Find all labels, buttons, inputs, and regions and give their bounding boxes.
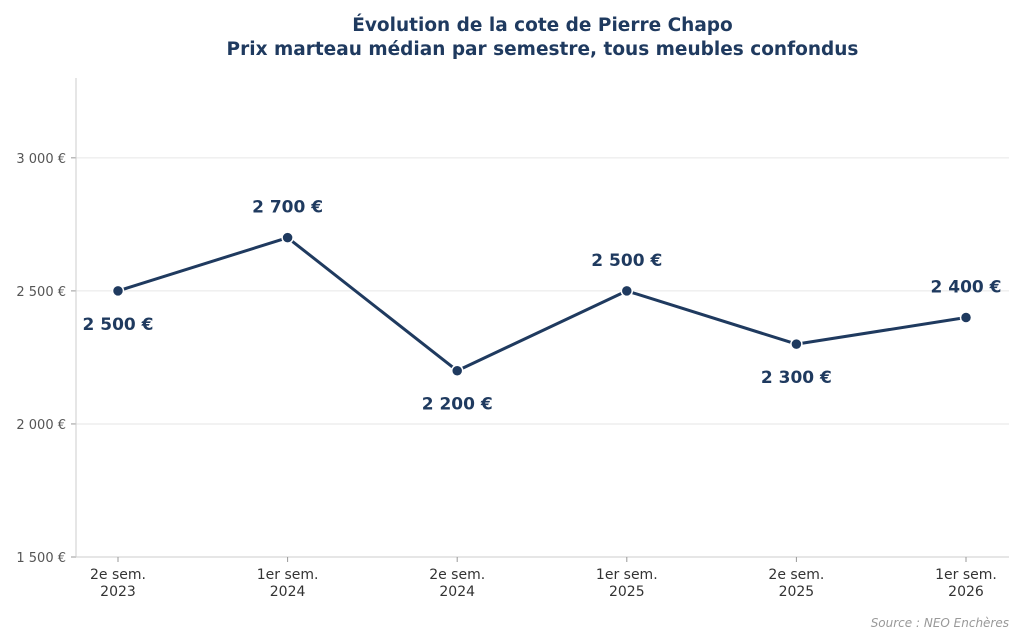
data-point (281, 231, 294, 244)
data-label: 2 300 € (761, 368, 832, 388)
y-tick-label: 2 500 € (16, 285, 66, 300)
data-point (450, 364, 464, 377)
chart-title: Évolution de la cote de Pierre Chapo (352, 15, 733, 36)
data-point (111, 284, 125, 298)
data-label: 2 700 € (252, 198, 323, 218)
data-label: 2 400 € (931, 278, 1002, 298)
data-label: 2 200 € (422, 395, 493, 415)
data-label: 2 500 € (591, 251, 662, 271)
x-tick-label: 2e sem. 2024 (429, 567, 485, 600)
data-point (620, 284, 634, 298)
chart-subtitle: Prix marteau médian par semestre, tous m… (226, 39, 859, 60)
y-tick-label: 2 000 € (16, 418, 66, 433)
x-tick-label: 1er sem. 2024 (257, 567, 319, 600)
x-tick-label: 1er sem. 2025 (596, 567, 658, 600)
series-line (117, 236, 967, 373)
source-note: Source : NEO Enchères (870, 616, 1009, 630)
x-tick-label: 1er sem. 2026 (935, 567, 997, 600)
data-point (790, 337, 803, 351)
data-label: 2 500 € (83, 315, 154, 335)
x-tick-label: 2e sem. 2023 (90, 567, 146, 600)
y-tick-label: 3 000 € (16, 152, 66, 167)
x-tick-label: 2e sem. 2025 (768, 567, 824, 600)
data-point (959, 311, 973, 324)
y-tick-label: 1 500 € (16, 551, 66, 566)
